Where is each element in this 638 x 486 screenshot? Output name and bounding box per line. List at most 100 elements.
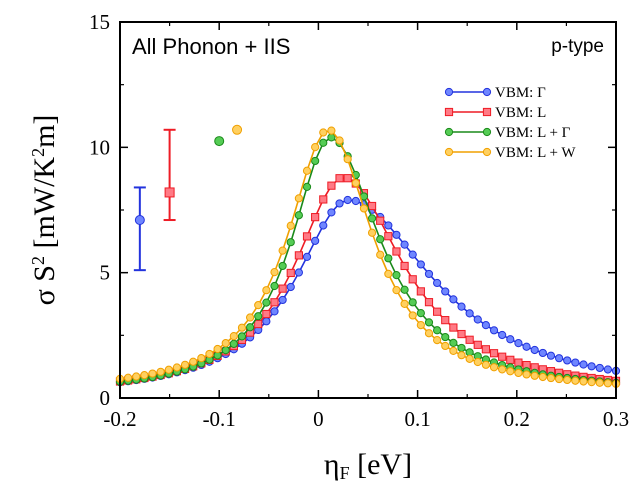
y-tick-label: 0 <box>100 386 111 410</box>
data-point <box>441 287 450 296</box>
series-line <box>119 129 617 385</box>
data-point <box>286 221 295 230</box>
data-point <box>473 315 482 324</box>
data-point <box>457 329 466 339</box>
y-axis-title: σ S2 [mW/K2m] <box>28 115 61 306</box>
data-point <box>132 372 141 381</box>
series-1 <box>115 186 621 387</box>
data-point <box>221 339 230 348</box>
data-point <box>286 282 295 292</box>
data-point <box>530 345 539 355</box>
y-axis-title-unit-sup: 2 <box>28 148 48 157</box>
data-point <box>319 221 328 230</box>
data-point <box>465 335 474 344</box>
data-point <box>579 360 588 369</box>
data-point <box>408 311 417 320</box>
series-3 <box>115 133 621 387</box>
data-point <box>311 156 320 166</box>
data-point <box>506 355 515 364</box>
data-point <box>189 357 198 366</box>
data-point <box>587 378 596 387</box>
data-point <box>319 138 328 147</box>
data-point <box>311 143 320 152</box>
data-point <box>327 126 336 135</box>
data-point <box>449 323 458 332</box>
data-point <box>416 309 425 318</box>
data-point <box>294 211 303 220</box>
data-point <box>465 354 474 363</box>
data-point <box>481 321 491 330</box>
data-point <box>335 199 344 208</box>
legend: VBM: Γ VBM: L VBM: L + Γ VBM: L + W <box>444 85 576 161</box>
x-tick-label: -0.2 <box>103 407 136 431</box>
data-point <box>229 339 238 349</box>
data-point <box>327 208 336 217</box>
data-point <box>546 373 556 383</box>
data-point <box>587 362 596 371</box>
data-point <box>424 269 434 279</box>
y-axis-title-unit-b: m] <box>28 115 61 148</box>
data-point <box>457 343 466 353</box>
y-tick-label: 5 <box>100 261 111 285</box>
data-point <box>359 204 369 213</box>
data-point <box>335 136 344 145</box>
data-point <box>457 302 466 311</box>
data-point <box>416 260 425 269</box>
x-tick-label: 0.3 <box>603 407 629 431</box>
data-point <box>424 329 434 338</box>
x-axis-title-sub: F <box>340 463 350 483</box>
annotation-right: p-type <box>551 36 604 57</box>
legend-entry-1: VBM: Γ <box>444 85 546 101</box>
data-point <box>278 261 287 271</box>
data-point <box>343 155 352 164</box>
data-point <box>384 254 393 263</box>
data-point <box>441 316 450 325</box>
data-point <box>449 338 458 347</box>
data-point <box>343 195 352 205</box>
data-point <box>140 371 149 380</box>
data-point <box>351 196 360 206</box>
data-point <box>546 351 556 360</box>
data-point <box>408 298 417 307</box>
data-point <box>433 335 442 345</box>
data-point <box>376 216 385 225</box>
data-point <box>400 240 409 249</box>
data-point <box>506 367 515 376</box>
data-point <box>254 312 263 321</box>
data-point <box>579 377 588 386</box>
data-point <box>514 358 523 367</box>
data-point <box>416 287 425 296</box>
data-point <box>538 372 547 382</box>
data-point <box>384 232 393 241</box>
data-point <box>286 268 295 278</box>
data-point <box>237 332 247 341</box>
data-point <box>444 87 454 97</box>
series-line <box>119 136 617 384</box>
data-point <box>595 378 604 387</box>
data-point <box>270 268 279 277</box>
data-point <box>444 147 454 157</box>
data-point <box>376 235 385 244</box>
data-point <box>392 271 401 280</box>
legend-label: VBM: Γ <box>495 85 546 101</box>
data-point <box>327 181 336 190</box>
data-point <box>506 335 515 344</box>
data-point <box>473 340 482 349</box>
data-point <box>343 174 352 183</box>
data-point <box>392 230 401 239</box>
data-point <box>302 232 312 241</box>
data-point <box>416 320 425 330</box>
data-point <box>563 375 572 385</box>
data-point <box>408 250 417 259</box>
data-point <box>441 332 450 342</box>
data-point <box>482 147 492 157</box>
data-point <box>229 332 238 341</box>
data-point <box>221 346 230 355</box>
x-tick-label: 0 <box>313 407 324 431</box>
data-point <box>367 214 377 223</box>
data-point <box>449 346 458 355</box>
data-point <box>286 238 295 247</box>
data-point <box>164 187 175 198</box>
data-point <box>603 365 612 374</box>
data-point <box>444 127 454 137</box>
